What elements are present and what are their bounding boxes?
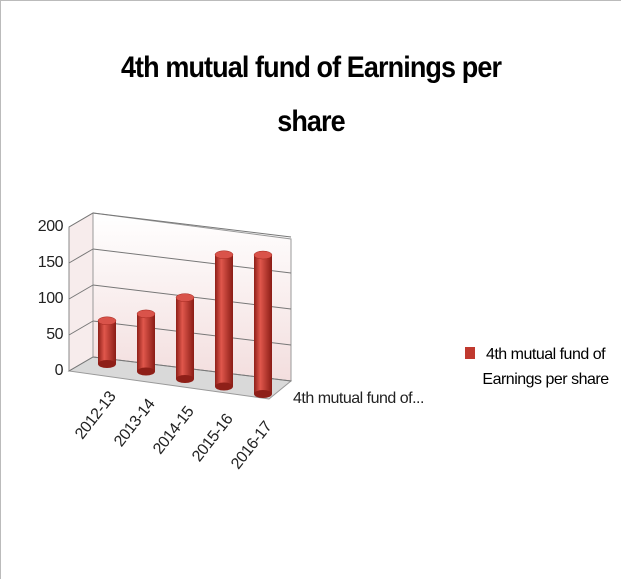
y-tick-label: 50 xyxy=(46,326,63,343)
bar xyxy=(215,254,233,387)
y-tick-label: 200 xyxy=(38,218,64,235)
depth-axis-label: 4th mutual fund of... xyxy=(293,390,424,407)
y-tick-label: 150 xyxy=(38,254,64,271)
x-tick-label: 2013-14 xyxy=(111,396,159,450)
y-tick-label: 0 xyxy=(55,362,64,379)
x-tick-label: 2014-15 xyxy=(150,403,198,457)
legend-swatch xyxy=(465,347,475,359)
grid-line xyxy=(92,212,292,238)
legend-label: 4th mutual fund of Earnings per share xyxy=(482,346,609,388)
bar-top xyxy=(97,316,117,326)
grid-line xyxy=(68,212,94,228)
bar-top xyxy=(175,293,195,302)
bar-bottom xyxy=(176,375,194,383)
bar-top xyxy=(253,250,273,260)
bar-top xyxy=(214,250,234,259)
bar-bottom xyxy=(98,360,116,368)
bar-bottom xyxy=(137,367,155,376)
x-tick-label: 2012-13 xyxy=(72,388,120,442)
bar xyxy=(98,320,116,364)
bar-top xyxy=(136,309,156,319)
bar xyxy=(176,297,194,379)
grid-line xyxy=(68,320,94,336)
chart-title: 4th mutual fund of Earnings per share xyxy=(120,51,502,138)
grid-line xyxy=(68,356,94,372)
grid-line xyxy=(68,248,94,264)
bar xyxy=(137,313,155,372)
legend: 4th mutual fund of Earnings per share xyxy=(465,342,615,392)
bar-bottom xyxy=(215,382,233,391)
x-tick-label: 2015-16 xyxy=(189,411,237,465)
x-tick-label: 2016-17 xyxy=(228,418,276,472)
bar-bottom xyxy=(254,390,272,398)
y-tick-label: 100 xyxy=(38,290,64,307)
grid-line xyxy=(68,284,94,300)
bar xyxy=(254,255,272,394)
